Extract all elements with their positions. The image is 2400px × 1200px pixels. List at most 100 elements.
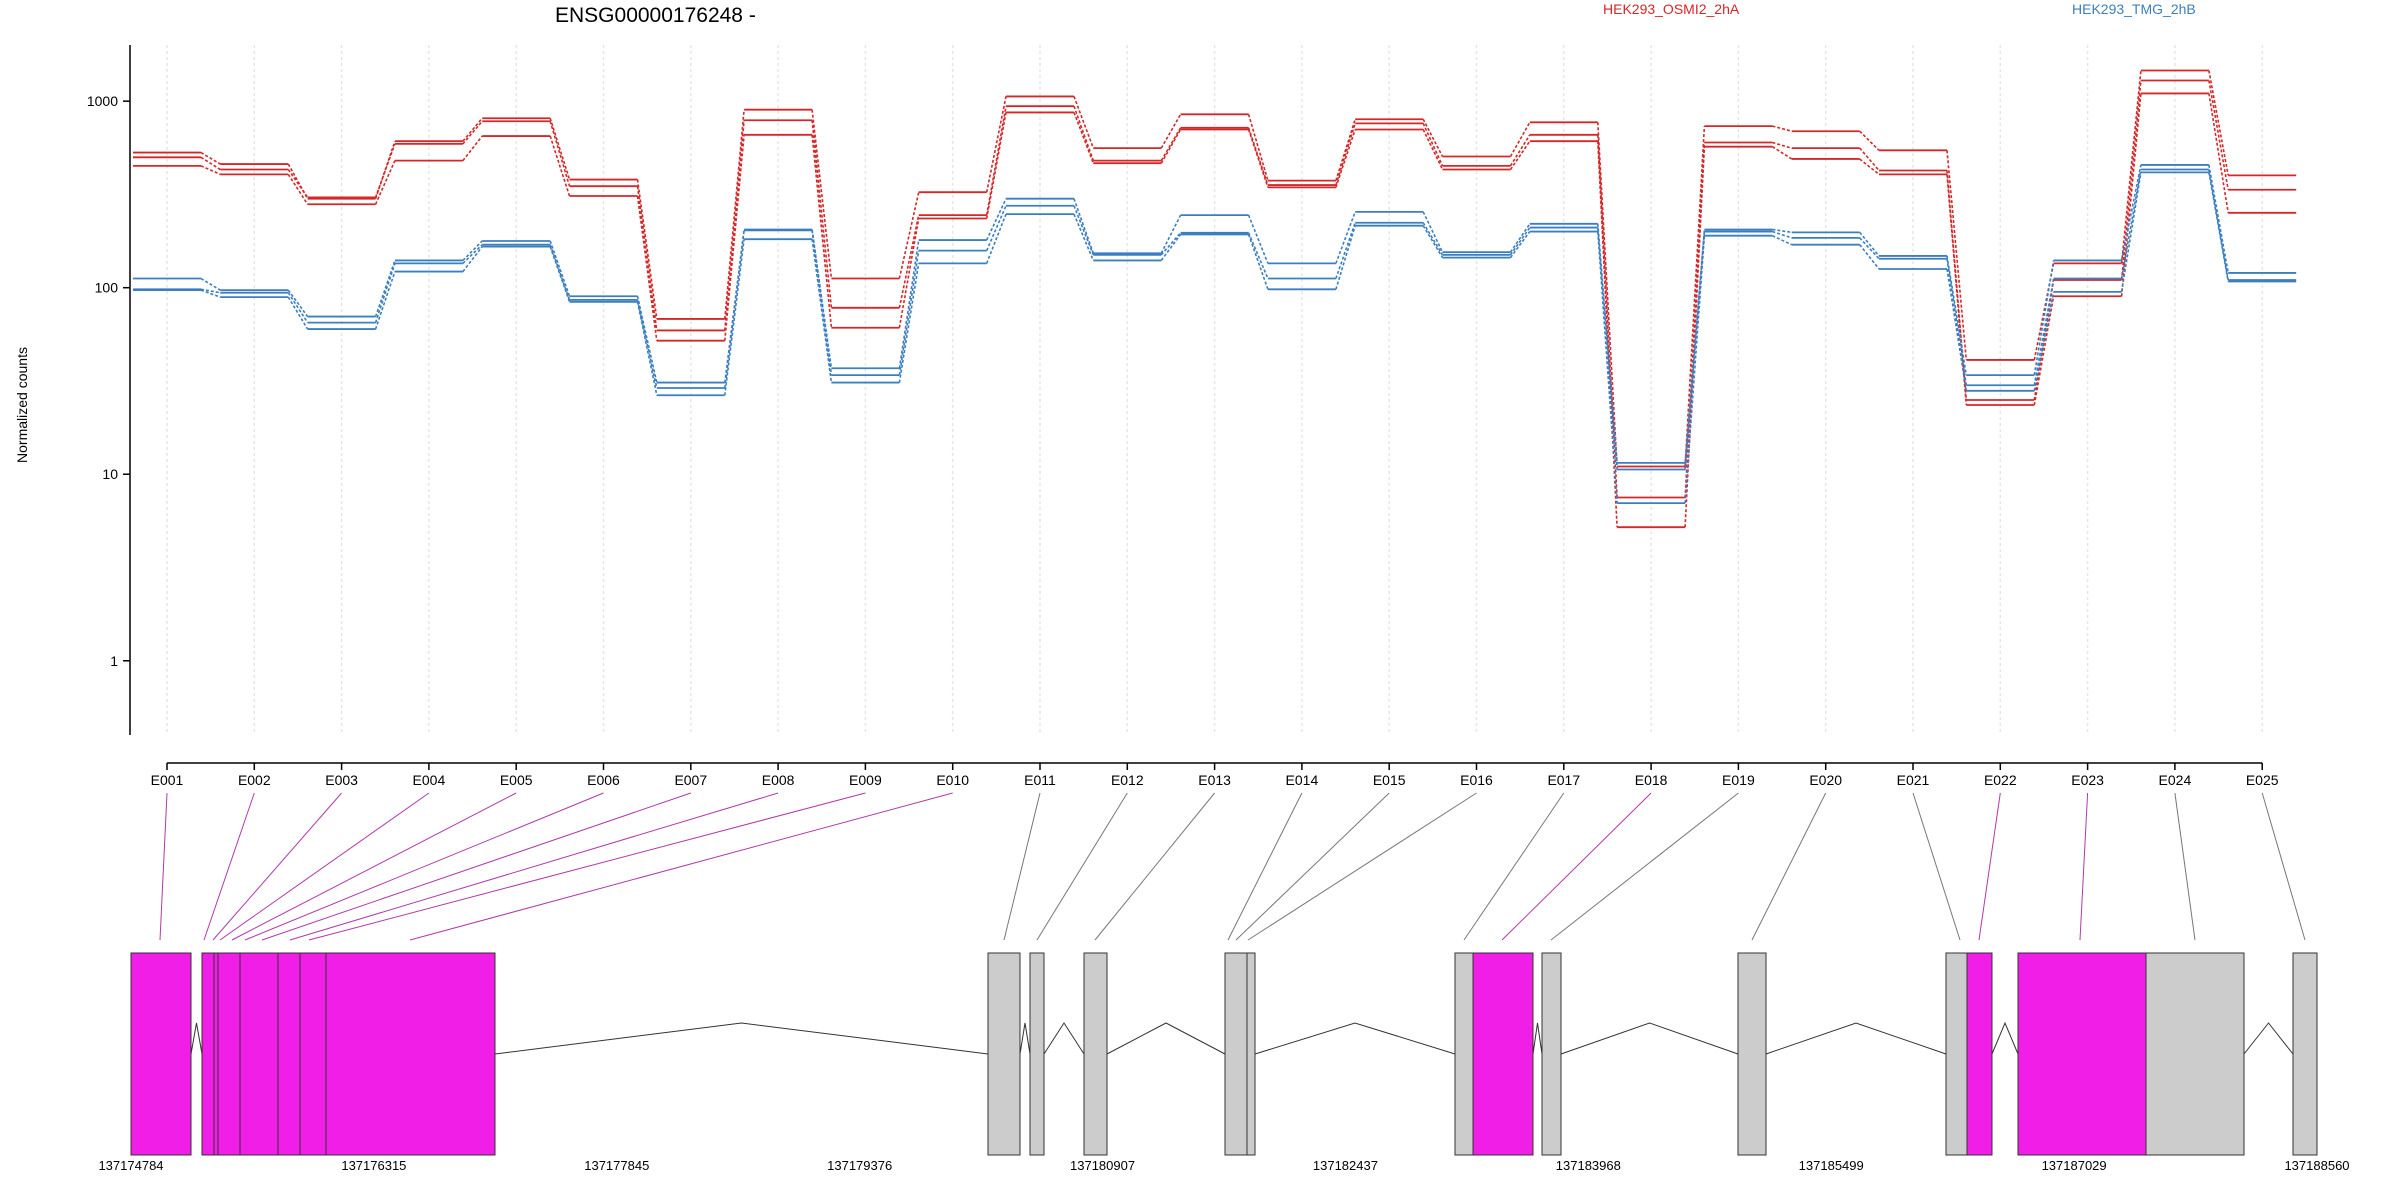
exon-connector: [1912, 792, 1961, 941]
exon-box: [1541, 952, 1562, 1156]
series-connector: [1859, 231, 1880, 257]
x-tick-label: E020: [1809, 772, 1842, 788]
series-connector: [811, 239, 833, 383]
x-tick-label: E014: [1286, 772, 1319, 788]
series-connector: [1859, 244, 1880, 270]
exon-connector: [1550, 792, 1739, 941]
x-tick-label: E005: [500, 772, 533, 788]
series-connector: [1247, 114, 1269, 181]
series-connector: [287, 296, 309, 330]
series-connector: [1771, 146, 1793, 160]
series-connector: [1160, 127, 1182, 162]
x-axis: E001 E002 E003 E004 E005 E006 E007 E008 E009 E010…: [151, 762, 2279, 788]
intron: [1254, 1022, 1456, 1055]
series-connector: [811, 120, 833, 308]
exon-box: [201, 952, 215, 1156]
series-connector: [1422, 211, 1444, 253]
series-connector: [1422, 118, 1444, 157]
series-connector: [374, 260, 396, 317]
series-connector: [811, 230, 833, 376]
series-connector: [1772, 230, 1792, 239]
series-connector: [374, 140, 396, 199]
series-connector: [374, 271, 396, 330]
series-connector: [462, 244, 483, 264]
exon-connector: [1463, 792, 1565, 941]
series-connector: [985, 96, 1007, 193]
series-connector: [2208, 70, 2229, 176]
series-connector: [1946, 174, 1968, 406]
exon-connector: [2261, 792, 2306, 941]
series-connector: [287, 173, 309, 205]
series-connector: [1160, 129, 1182, 164]
exon-connector: [1094, 792, 1215, 941]
series-connector: [200, 277, 221, 291]
series-connector: [724, 120, 745, 331]
y-axis-label: Normalized counts: [14, 347, 30, 463]
series-connector: [1684, 235, 1706, 504]
series-connector: [636, 299, 658, 389]
y-tick-label: 1: [110, 653, 118, 669]
series-connector: [898, 218, 920, 328]
exon-box: [277, 952, 301, 1156]
series-connector: [985, 112, 1007, 219]
x-tick-label: E015: [1373, 772, 1406, 788]
series-connector: [1509, 223, 1531, 253]
series-line: [133, 171, 2297, 505]
series-connector: [636, 186, 658, 331]
series-connector: [1509, 227, 1531, 256]
x-tick-label: E007: [674, 772, 707, 788]
y-tick-label: 100: [95, 280, 119, 296]
exon-box: [130, 952, 192, 1156]
series-connector: [1335, 222, 1356, 279]
exon-box: [1945, 952, 1968, 1156]
exon-box: [1246, 952, 1256, 1156]
series-connector: [200, 288, 221, 294]
series-connector: [724, 134, 745, 341]
series-connector: [287, 292, 309, 324]
series-connector: [2033, 296, 2055, 406]
series-connector: [2120, 164, 2142, 261]
y-axis: 1 10 100 1000: [87, 45, 131, 735]
exon-connector: [1227, 792, 1303, 941]
series-connector: [636, 195, 658, 341]
x-tick-label: E025: [2246, 772, 2279, 788]
series-connector: [1073, 198, 1095, 254]
x-tick-label: E023: [2071, 772, 2104, 788]
intron: [1991, 1021, 2019, 1055]
exon-connector: [203, 792, 255, 941]
series-connector: [1073, 112, 1095, 164]
series-connector: [1509, 231, 1531, 259]
coordinate-label: 137179376: [827, 1158, 892, 1173]
exon-connector: [231, 792, 517, 941]
gene-model-exons: [130, 952, 2318, 1156]
x-tick-label: E013: [1198, 772, 1231, 788]
exon-connector: [1978, 792, 2001, 941]
series-connector: [549, 121, 571, 187]
coordinate-label: 137188560: [2284, 1158, 2349, 1173]
series-connector: [1946, 150, 1968, 360]
series-connector: [1772, 125, 1792, 132]
x-tick-label: E012: [1111, 772, 1144, 788]
coordinate-label: 137187029: [2042, 1158, 2107, 1173]
series-connector: [462, 135, 483, 162]
x-tick-label: E024: [2159, 772, 2192, 788]
legend-osmi2: HEK293_OSMI2_2hA: [1603, 1, 1740, 17]
series-connector: [811, 109, 833, 279]
exon-connector: [1247, 792, 1477, 941]
legend-tmg: HEK293_TMG_2hB: [2072, 1, 2196, 17]
exon-connector: [244, 792, 604, 941]
series-connector: [374, 160, 396, 205]
exon-box: [1966, 952, 1993, 1156]
series-connector: [1160, 214, 1182, 254]
series-lines: [133, 69, 2297, 529]
series-connector: [1335, 123, 1356, 186]
series-connector: [200, 151, 221, 165]
exon-box: [1454, 952, 1474, 1156]
series-connector: [1335, 225, 1356, 290]
series-connector: [985, 106, 1007, 216]
series-connector: [1859, 158, 1880, 176]
exon-connector: [308, 792, 866, 941]
series-connector: [374, 143, 396, 198]
series-connector: [1335, 129, 1356, 188]
